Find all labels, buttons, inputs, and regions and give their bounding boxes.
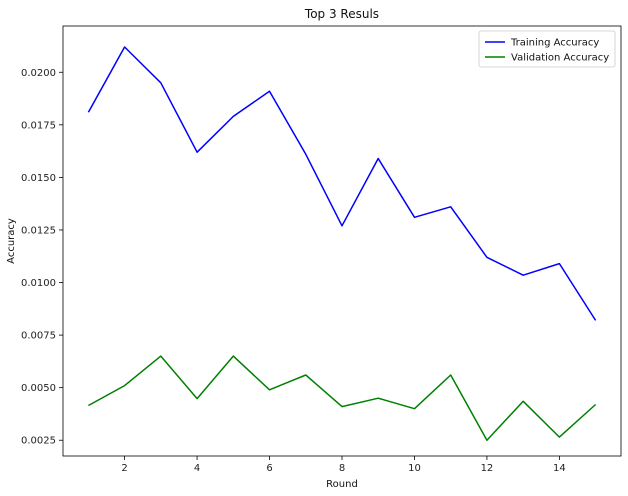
data-point [268,388,271,391]
y-tick-label: 0.0175 [21,120,56,131]
y-tick-label: 0.0200 [21,68,56,79]
y-tick-label: 0.0150 [21,173,56,184]
data-point [558,262,561,265]
data-point [232,355,235,358]
data-point [485,256,488,259]
x-tick-label: 4 [194,463,200,474]
series-layer [87,46,597,442]
data-point [485,439,488,442]
legend-box [478,30,616,68]
data-point [449,374,452,377]
data-point [377,397,380,400]
data-point [449,205,452,208]
data-point [304,374,307,377]
y-tick-label: 0.0025 [21,436,56,447]
x-tick-label: 10 [408,463,421,474]
data-point [558,436,561,439]
x-tick-label: 8 [339,463,345,474]
x-axis: 2 4 6 8 10 12 14 [121,456,566,474]
data-point [232,115,235,118]
data-point [123,384,126,387]
legend-label: Training Accuracy [510,38,599,49]
data-point [594,403,597,406]
data-point [594,319,597,322]
x-axis-title: Round [326,479,358,490]
data-point [341,405,344,408]
x-tick-label: 6 [266,463,272,474]
x-tick-label: 2 [121,463,127,474]
plot-area [62,25,622,457]
data-point [268,90,271,93]
series-line-0 [87,46,597,321]
series-line-1 [88,355,597,441]
data-point [522,400,525,403]
data-point [159,355,162,358]
data-point [413,407,416,410]
y-tick-label: 0.0100 [21,278,56,289]
chart-title: Top 3 Resuls [304,7,379,21]
data-point [304,153,307,156]
data-point [341,224,344,227]
y-tick-label: 0.0125 [21,225,56,236]
y-tick-label: 0.0075 [21,331,56,342]
data-point [159,81,162,84]
data-point [522,274,525,277]
data-point [196,151,199,154]
y-tick-label: 0.0050 [21,383,56,394]
legend: Training Accuracy Validation Accuracy [478,30,616,68]
data-point [196,397,199,400]
legend-label: Validation Accuracy [511,53,609,64]
data-point [123,46,126,49]
data-point [377,157,380,160]
x-tick-label: 14 [553,463,566,474]
data-point [87,111,90,114]
y-axis-title: Accuracy [6,218,17,264]
data-point [413,216,416,219]
y-axis: 0.0025 0.0050 0.0075 0.0100 0.0125 0.0150 0.01… [21,68,63,447]
x-tick-label: 12 [481,463,494,474]
data-point [87,404,90,407]
